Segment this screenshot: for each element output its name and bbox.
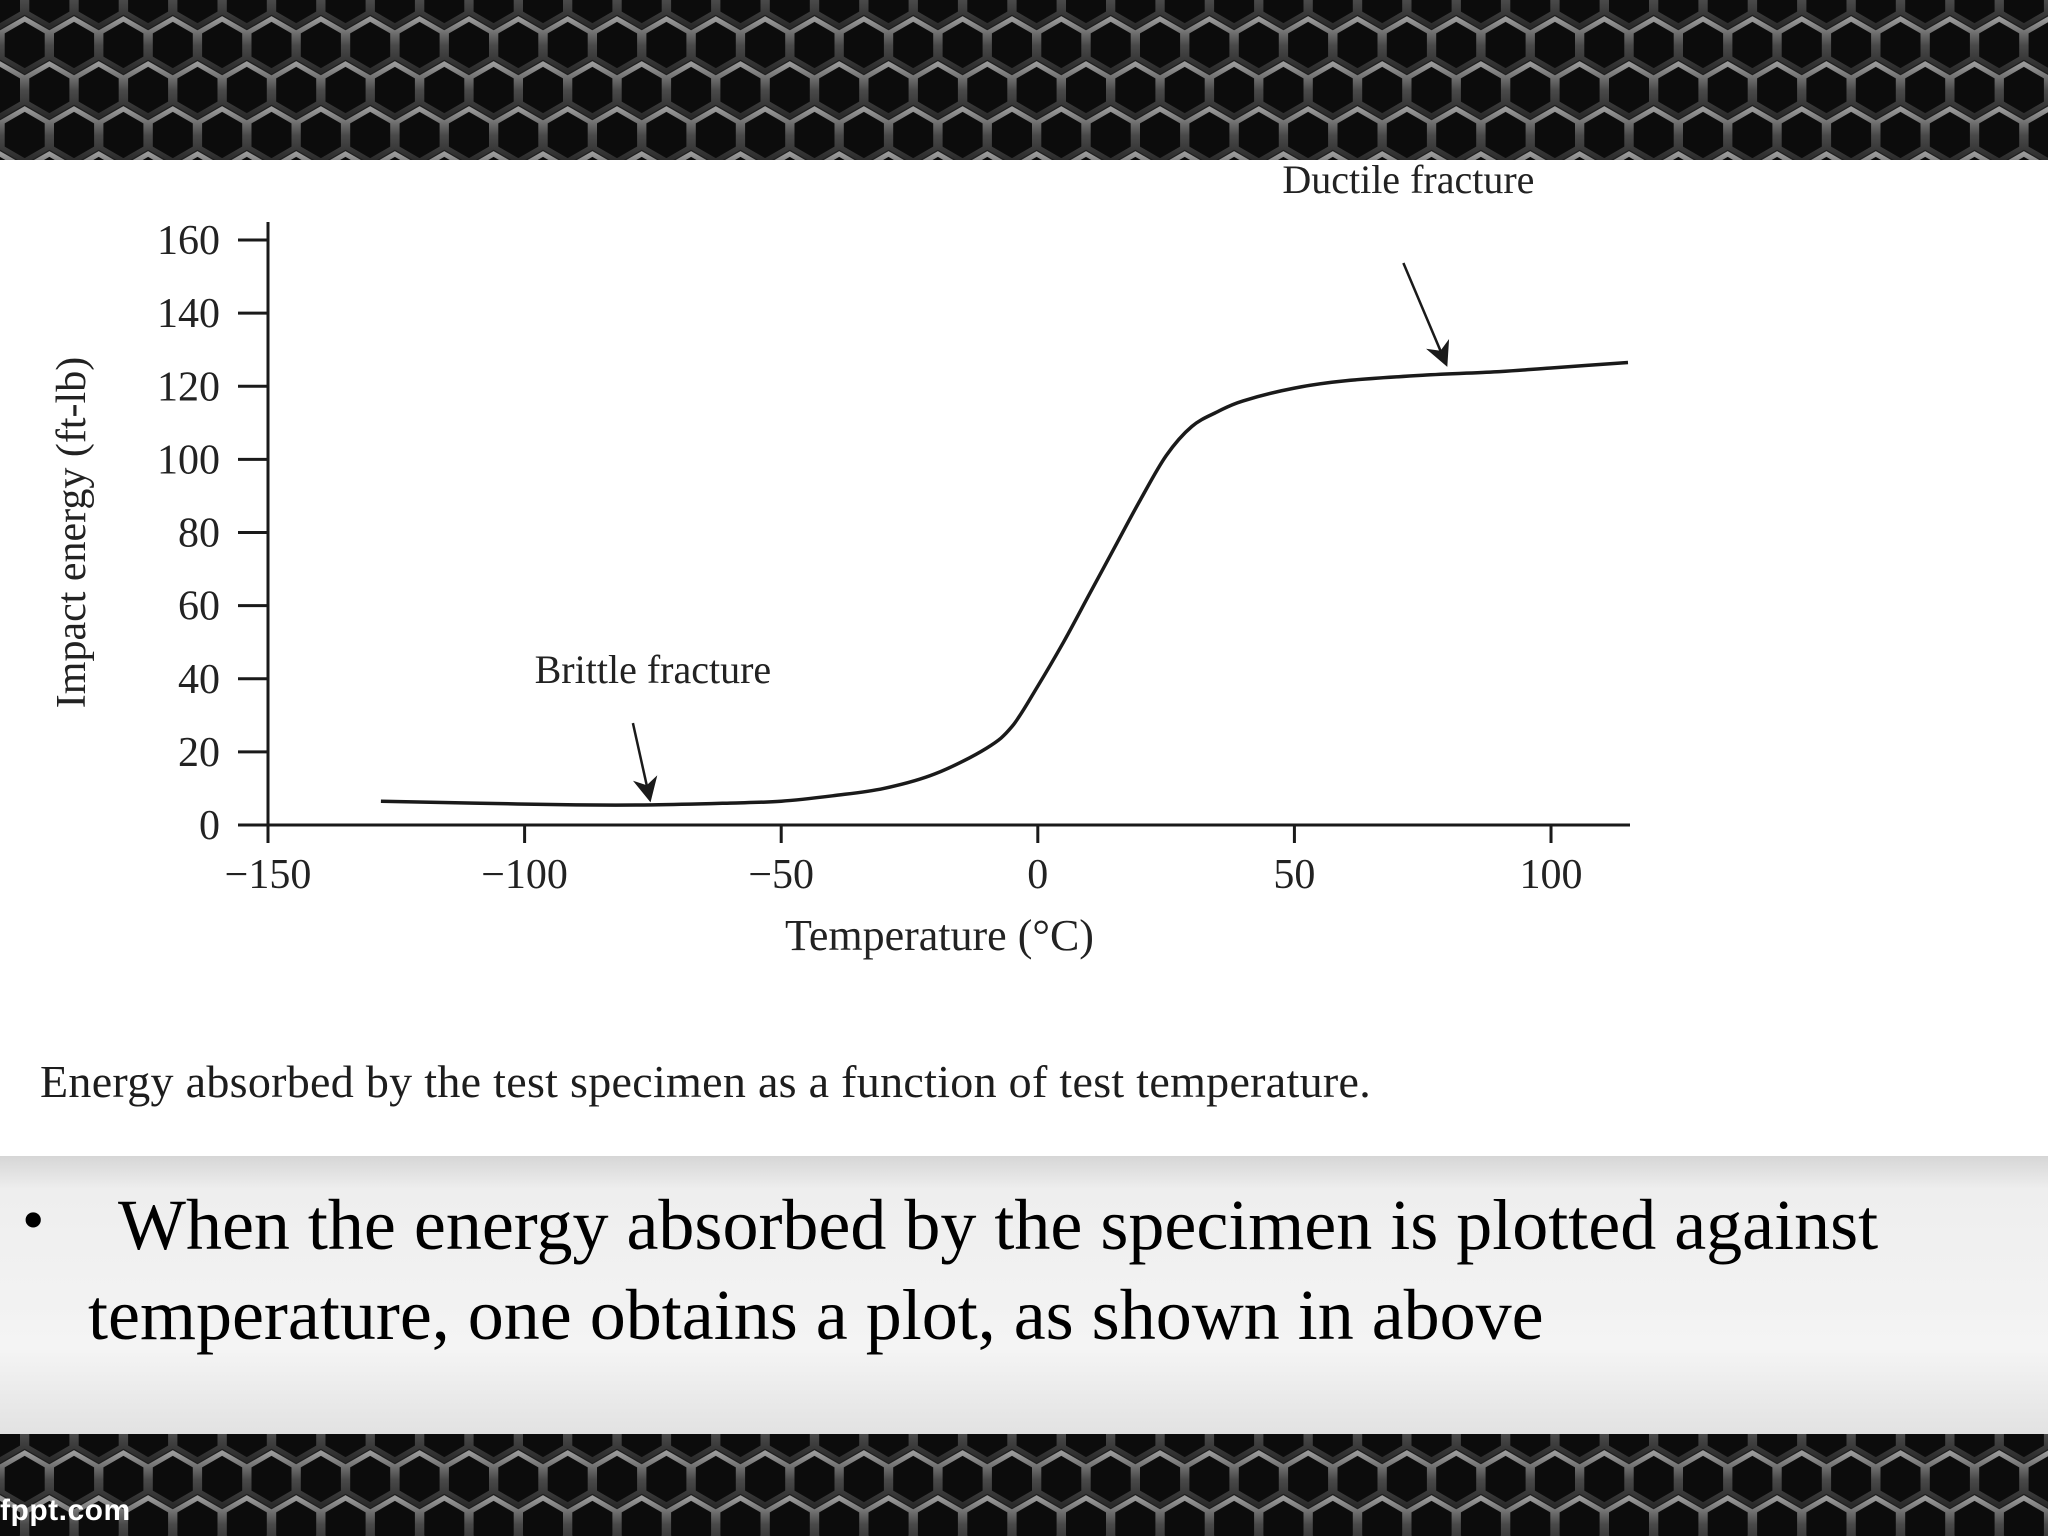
hexagon-pattern-icon: [0, 0, 2048, 160]
x-tick-label: 50: [1273, 852, 1315, 898]
y-tick-label: 80: [178, 511, 220, 557]
y-tick-label: 40: [178, 657, 220, 703]
chart-annotations: Ductile fracture Brittle fracture: [535, 157, 1534, 803]
impact-energy-chart: 0 20 40 60 80 100 120 140 160 −150 −100 −50 0 50 100 D…: [0, 157, 2048, 1156]
top-decorative-band: [0, 0, 2048, 160]
chart-svg: 0 20 40 60 80 100 120 140 160 −150 −100 −50 0 50 100 D…: [49, 157, 1630, 960]
chart-ticks: 0 20 40 60 80 100 120 140 160 −150 −100 −50 0 50 100: [157, 218, 1583, 898]
x-axis-label: Temperature (°C): [785, 911, 1094, 960]
slide-content-panel: [0, 160, 2048, 1156]
annotation-label: Ductile fracture: [1282, 160, 1534, 202]
bullet-dot-icon: •: [22, 1184, 45, 1255]
chart-series: [380, 360, 1629, 807]
y-tick-label: 20: [178, 730, 220, 776]
bottom-decorative-band: [0, 1434, 2048, 1536]
annotation-label: Brittle fracture: [535, 647, 772, 692]
x-tick-label: −100: [481, 852, 568, 898]
y-tick-label: 0: [199, 803, 220, 849]
x-tick-label: 0: [1027, 852, 1048, 898]
y-tick-label: 140: [157, 291, 220, 337]
annotation-arrow: [1402, 262, 1450, 367]
annotation-arrow: [631, 722, 658, 803]
y-tick-label: 100: [157, 437, 220, 483]
fppt-watermark: fppt.com: [0, 1494, 131, 1527]
bullet-text: When the energy absorbed by the specimen…: [88, 1185, 1879, 1355]
x-tick-label: 100: [1520, 852, 1583, 898]
y-axis-label: Impact energy (ft-lb): [49, 357, 95, 708]
impact-energy-curve: [380, 360, 1629, 807]
hexagon-pattern-icon: [0, 1434, 2048, 1536]
x-tick-label: −150: [225, 852, 312, 898]
chart-axes: [266, 222, 1630, 827]
y-tick-label: 60: [178, 584, 220, 630]
y-tick-label: 120: [157, 364, 220, 410]
x-tick-label: −50: [748, 852, 814, 898]
bullet-panel: [0, 1156, 2048, 1434]
y-tick-label: 160: [157, 218, 220, 264]
figure-caption: Energy absorbed by the test specimen as …: [40, 1056, 1372, 1107]
